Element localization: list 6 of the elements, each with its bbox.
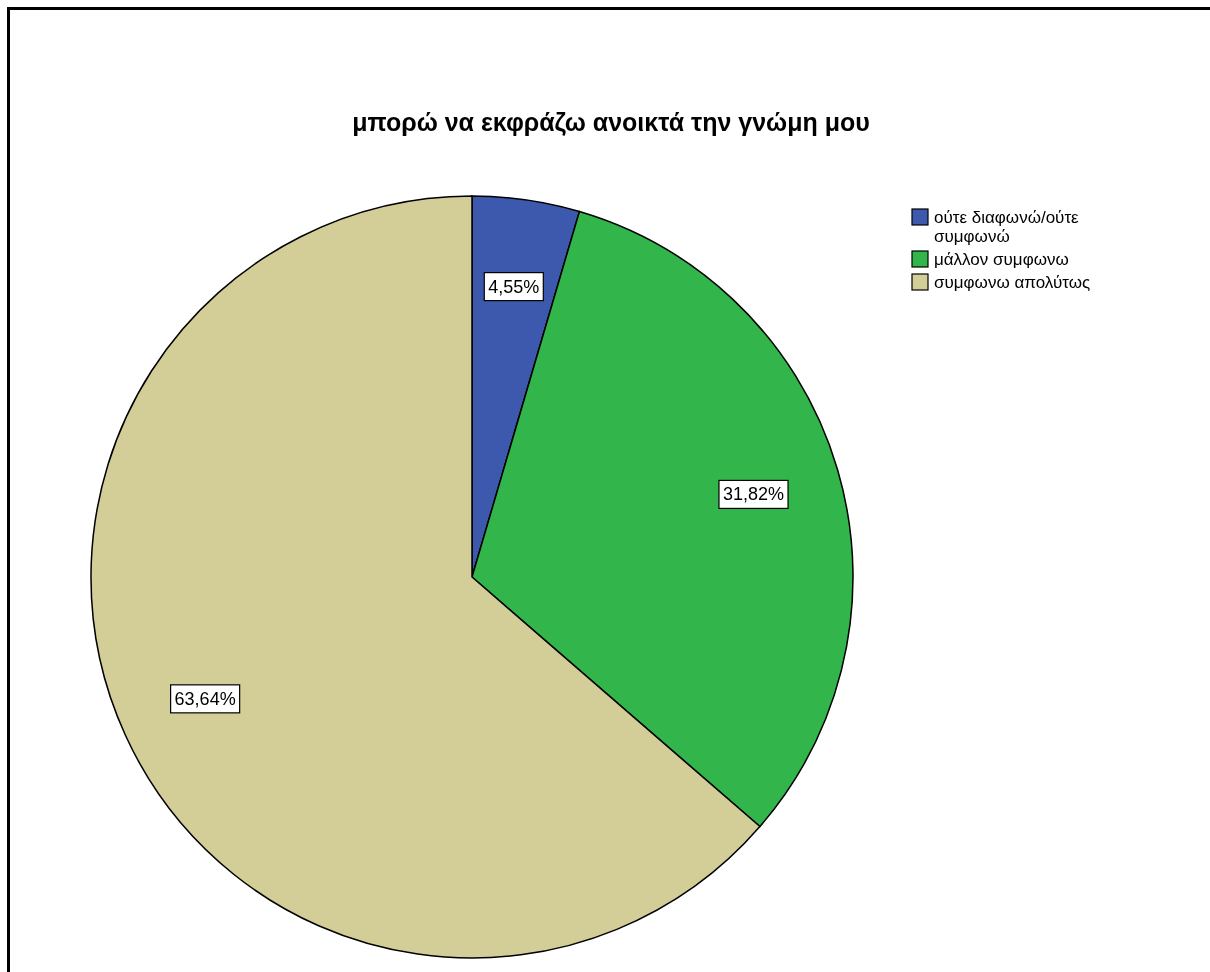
data-label: 63,64%: [174, 688, 236, 709]
data-label: 4,55%: [488, 276, 540, 297]
data-label: 31,82%: [722, 484, 785, 505]
chart-title: μπορώ να εκφράζω ανοικτά την γνώμη μου: [352, 108, 870, 136]
legend-label: συμφωνω απολύτως: [934, 273, 1091, 292]
legend-label: μάλλον συμφωνω: [934, 250, 1069, 269]
